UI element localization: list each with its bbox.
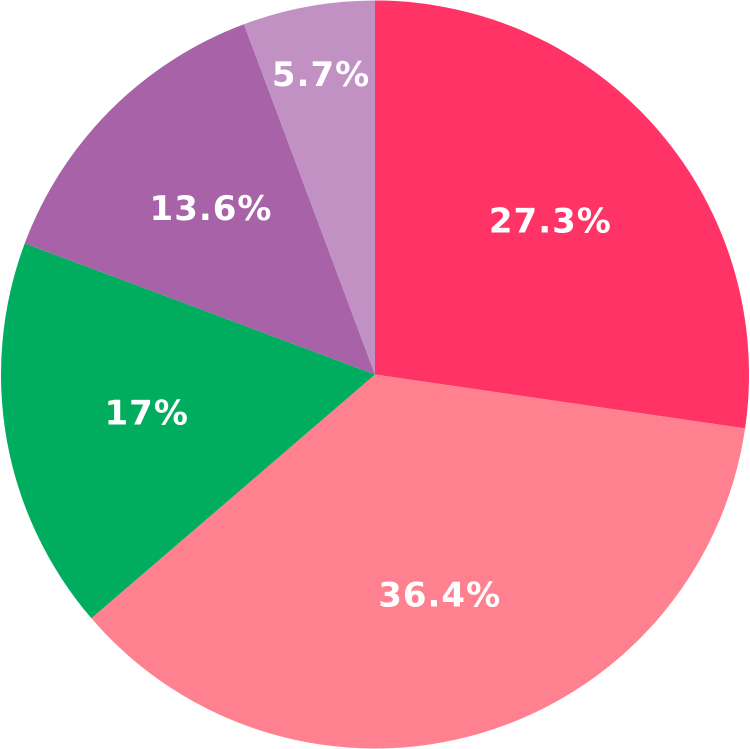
pie-slice	[24, 24, 375, 375]
data-label: 13.6%	[150, 189, 273, 229]
pie-slice	[1, 243, 376, 619]
data-label: 5.7%	[272, 55, 370, 95]
data-label: 36.4%	[378, 576, 501, 616]
data-label: 17%	[105, 394, 189, 434]
pie-slice	[91, 374, 746, 749]
pie-slice	[375, 0, 750, 429]
pie-slice	[243, 0, 375, 375]
data-label: 27.3%	[489, 201, 612, 241]
